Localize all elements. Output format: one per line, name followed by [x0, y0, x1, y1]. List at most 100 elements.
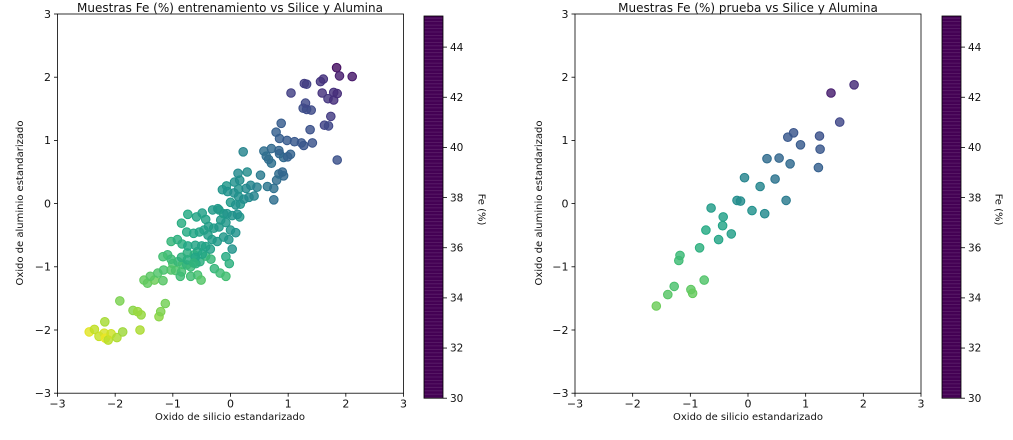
scatter-point [276, 118, 287, 129]
scatter-point [221, 217, 231, 228]
scatter-point [747, 205, 757, 216]
x-tick-label: 0 [227, 398, 234, 411]
colorbar-tick-label: 30 [450, 393, 463, 405]
scatter-point [347, 71, 358, 82]
scatter-point [175, 271, 186, 282]
scatter-point [713, 234, 724, 245]
scatter-point [300, 98, 311, 108]
colorbar-tick-label: 36 [968, 242, 982, 254]
left-chart-title: Muestras Fe (%) entrenamiento vs Silice … [77, 1, 383, 15]
scatter-point [221, 271, 231, 282]
colorbar-gradient [942, 16, 961, 399]
scatter-point [762, 153, 772, 164]
scatter-point [213, 203, 223, 214]
scatter-point [277, 167, 288, 177]
scatter-point [160, 298, 171, 309]
scatter-point [318, 74, 329, 84]
scatter-point [699, 275, 710, 285]
colorbar-tick-label: 44 [450, 42, 464, 54]
scatter-point [296, 138, 307, 148]
colorbar-tick-label: 38 [450, 192, 463, 204]
scatter-point [183, 209, 193, 220]
scatter-point [739, 172, 750, 183]
scatter-point [263, 154, 274, 165]
scatter-point [813, 162, 824, 173]
scatter-point [212, 236, 222, 247]
x-tick-label: −3 [49, 398, 65, 411]
scatter-point [206, 254, 216, 265]
colorbar-outline [423, 15, 444, 399]
scatter-point [669, 281, 680, 292]
x-tick-label: 1 [285, 398, 292, 411]
scatter-point [269, 195, 279, 205]
y-tick-label: 0 [562, 197, 569, 210]
right-chart: −3 −2 −1 0 1 2 3 −3 −2 −1 0 1 2 3 [552, 8, 924, 411]
y-tick-label: −1 [552, 261, 568, 274]
scatter-point [687, 288, 698, 299]
scatter-point [214, 222, 224, 232]
scatter-point [227, 244, 237, 254]
left-colorbar: 30 32 34 36 38 40 42 44 [423, 15, 464, 405]
x-tick-label: −1 [682, 398, 698, 411]
scatter-point [230, 200, 241, 210]
y-tick-label: 2 [44, 71, 51, 84]
y-tick-label: 0 [44, 197, 51, 210]
scatter-point [718, 212, 729, 222]
colorbar-tick-label: 38 [968, 192, 981, 204]
right-chart-title: Muestras Fe (%) prueba vs Silice y Alumi… [618, 1, 878, 15]
scatter-point [694, 243, 705, 253]
scatter-point [814, 131, 825, 141]
scatter-point [770, 174, 780, 184]
right-y-axis-label: Oxido de aluminio estandarizado [534, 120, 545, 286]
scatter-point [774, 153, 784, 163]
left-colorbar-label: Fe (%) [475, 193, 487, 226]
scatter-point [759, 208, 770, 219]
scatter-point [230, 227, 241, 238]
scatter-point [282, 152, 293, 162]
x-tick-label: −2 [107, 398, 123, 411]
colorbar-gradient [424, 16, 443, 399]
scatter-point [788, 128, 799, 138]
colorbar-outline [941, 15, 962, 399]
scatter-point [252, 182, 262, 192]
scatter-point [785, 159, 795, 169]
scatter-point [271, 175, 282, 185]
scatter-point [651, 301, 662, 311]
y-tick-label: 3 [562, 8, 569, 21]
colorbar-tick-label: 32 [968, 343, 981, 355]
scatter-point [112, 332, 122, 343]
right-colorbar-label: Fe (%) [992, 193, 1004, 226]
scatter-point [305, 124, 315, 135]
scatter-point [224, 234, 234, 245]
scatter-point [307, 138, 318, 148]
x-tick-label: −1 [165, 398, 181, 411]
colorbar-tick-label: 34 [450, 293, 464, 305]
scatter-point [674, 255, 684, 266]
colorbar-tick-label: 30 [968, 393, 981, 405]
y-tick-label: −1 [35, 261, 51, 274]
scatter-point [826, 88, 836, 98]
y-tick-label: 1 [562, 134, 569, 147]
y-tick-label: 3 [44, 8, 51, 21]
scatter-point [815, 144, 825, 154]
scatter-point [334, 71, 345, 81]
x-tick-label: 0 [745, 398, 752, 411]
scatter-point [834, 117, 845, 127]
scatter-point [205, 244, 216, 254]
scatter-point [726, 229, 737, 239]
scatter-point [323, 121, 334, 131]
scatter-point [326, 111, 336, 122]
scatter-point [849, 80, 859, 90]
scatter-point [274, 145, 284, 156]
y-tick-label: 2 [562, 71, 569, 84]
scatter-point [332, 88, 343, 99]
scatter-point [188, 258, 199, 268]
scatter-point [166, 254, 176, 265]
y-tick-label: −2 [552, 324, 568, 337]
scatter-point [663, 289, 673, 300]
scatter-point [255, 170, 266, 180]
scatter-point [158, 251, 168, 262]
scatter-point [242, 167, 252, 177]
